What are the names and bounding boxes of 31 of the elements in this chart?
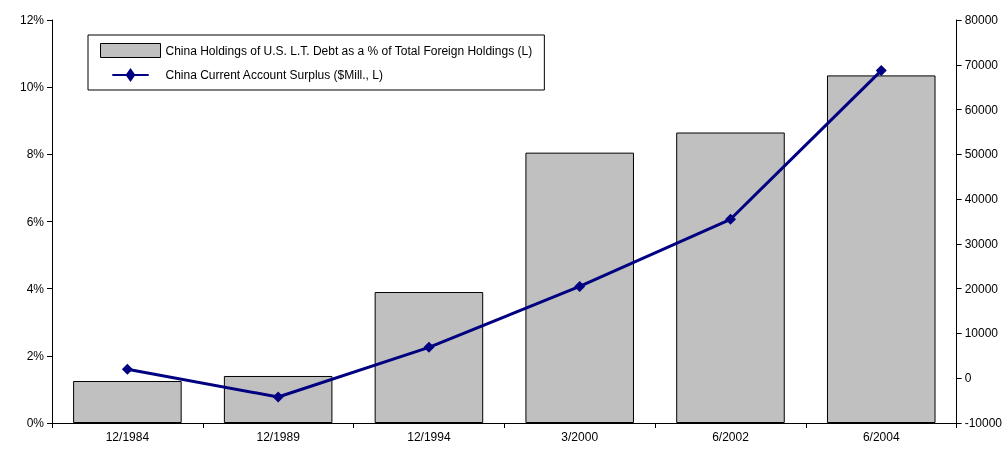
y2-tick-label: 70000 (964, 57, 999, 72)
y2-tick-label: 80000 (964, 13, 999, 27)
y2-tick-label: 60000 (964, 102, 999, 117)
point (423, 341, 435, 353)
y2-tick-label: 40000 (964, 192, 999, 207)
y2-tick-label: 30000 (964, 236, 999, 251)
y-tick-label: 12% (19, 13, 45, 27)
x-tick-label: 3/2000 (561, 430, 599, 444)
point (724, 213, 736, 225)
y-tick-label: 2% (26, 348, 45, 363)
y-tick-label: 6% (26, 214, 45, 229)
y2-tick-label: -10000 (964, 416, 1003, 430)
legend-label: China Current Account Surplus ($Mill., L) (165, 68, 383, 82)
y2-tick-label: 0 (964, 371, 972, 386)
x-tick-label: 12/1994 (407, 430, 451, 444)
y-tick-label: 4% (26, 281, 45, 296)
x-tick-label: 6/2002 (712, 430, 750, 444)
y2-tick-label: 50000 (964, 147, 999, 162)
point (272, 391, 284, 403)
y2-tick-label: 10000 (964, 326, 999, 341)
y-tick-label: 0% (26, 416, 45, 430)
point (121, 363, 133, 375)
point (574, 280, 586, 292)
point (875, 65, 887, 77)
y2-tick-label: 20000 (964, 281, 999, 296)
y-tick-label: 8% (26, 147, 45, 162)
x-tick-label: 12/1989 (256, 430, 301, 444)
y-tick-label: 10% (19, 80, 45, 95)
legend-label: China Holdings of U.S. L.T. Debt as a % of Total Foreign Holdings (L) (165, 43, 533, 58)
x-tick-label: 6/2004 (862, 430, 900, 444)
x-tick-label: 12/1984 (105, 430, 150, 444)
